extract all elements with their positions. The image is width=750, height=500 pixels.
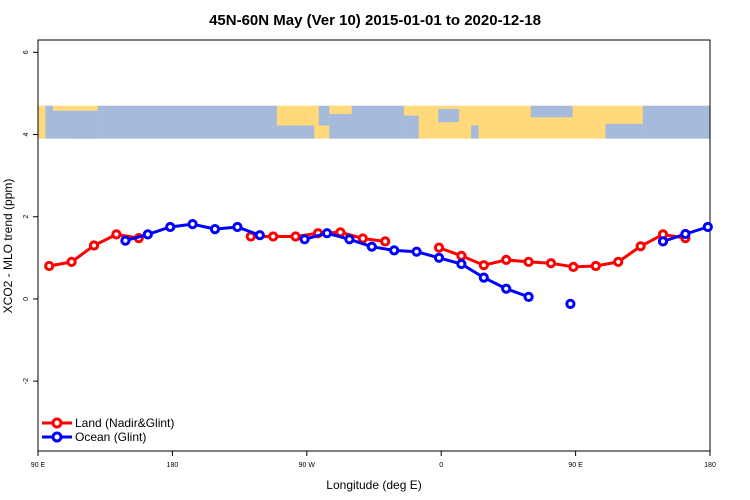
map-ocean-area — [605, 123, 643, 139]
legend-label-ocean: Ocean (Glint) — [75, 430, 146, 444]
data-point-land — [456, 250, 467, 261]
map-ocean-area — [45, 105, 53, 139]
data-point-land — [111, 229, 122, 240]
data-point-ocean — [478, 272, 489, 283]
data-point-ocean — [120, 235, 131, 246]
data-point-ocean — [680, 228, 691, 240]
x-tick-label: 90 E — [31, 462, 46, 469]
legend-marker-ocean — [51, 431, 63, 443]
y-axis-label: XCO2 - MLO trend (ppm) — [1, 179, 15, 314]
map-ocean-area — [471, 125, 479, 139]
legend-item-ocean: Ocean (Glint) — [42, 430, 146, 444]
data-point-ocean — [142, 229, 153, 240]
data-point-land — [590, 260, 601, 272]
data-point-land — [290, 231, 301, 242]
data-point-ocean — [232, 221, 243, 233]
legend: Land (Nadir&Glint) Ocean (Glint) — [42, 416, 174, 444]
map-ocean-area — [403, 115, 419, 139]
data-point-ocean — [702, 221, 713, 233]
data-point-land — [44, 260, 55, 272]
data-point-ocean — [254, 230, 265, 241]
series-line-land — [438, 232, 686, 269]
series-ocean — [120, 219, 713, 309]
series-line-ocean — [304, 231, 530, 299]
data-point-ocean — [165, 221, 176, 233]
map-ocean-area — [642, 105, 710, 139]
data-point-ocean — [565, 298, 576, 309]
map-ocean-area — [72, 123, 94, 139]
x-tick-label: 180 — [167, 462, 179, 469]
data-point-ocean — [456, 258, 467, 270]
data-point-land — [478, 260, 489, 271]
data-point-ocean — [411, 246, 422, 257]
legend-item-land: Land (Nadir&Glint) — [42, 416, 174, 430]
series-layer — [44, 219, 713, 309]
map-ocean-area — [530, 105, 573, 118]
data-point-ocean — [657, 236, 669, 247]
data-point-ocean — [299, 234, 310, 245]
chart-title: 45N-60N May (Ver 10) 2015-01-01 to 2020-… — [209, 12, 541, 29]
map-ocean-area — [438, 109, 460, 123]
data-point-land — [545, 258, 557, 269]
data-point-ocean — [344, 234, 355, 245]
x-tick-label: 0 — [439, 462, 443, 469]
data-point-land — [268, 231, 279, 242]
data-point-ocean — [523, 291, 534, 302]
data-point-ocean — [433, 252, 445, 263]
y-tick-label: 0 — [23, 297, 30, 301]
data-point-land — [613, 256, 624, 267]
map-ocean-area — [329, 113, 352, 139]
data-point-ocean — [366, 241, 377, 252]
x-tick-label: 90 W — [299, 462, 316, 469]
data-point-land — [380, 236, 391, 247]
data-point-ocean — [187, 219, 198, 230]
y-tick-label: 4 — [23, 132, 30, 136]
x-tick-label: 90 E — [568, 462, 583, 469]
legend-marker-land — [51, 417, 63, 429]
data-point-land — [88, 240, 100, 251]
plot-frame — [37, 39, 711, 452]
y-tick-label: 6 — [23, 50, 30, 54]
data-point-land — [66, 256, 77, 267]
map-ocean-area — [318, 105, 330, 126]
data-point-ocean — [501, 283, 512, 294]
data-point-land — [635, 241, 646, 252]
y-tick-label: -2 — [23, 378, 30, 384]
x-axis-label: Longitude (deg E) — [326, 478, 421, 492]
data-point-ocean — [389, 245, 400, 256]
data-point-land — [433, 242, 445, 253]
map-ocean-area — [276, 125, 315, 139]
data-point-land — [501, 254, 512, 265]
x-tick-label: 180 — [704, 462, 716, 469]
x-axis: 90 E 180 90 W 0 90 E 180 — [31, 451, 716, 469]
data-point-ocean — [209, 224, 221, 235]
data-point-land — [568, 261, 579, 272]
y-tick-label: 2 — [23, 215, 30, 219]
map-ocean-area — [351, 105, 404, 139]
legend-label-land: Land (Nadir&Glint) — [75, 416, 174, 430]
map-ocean-area — [97, 105, 277, 139]
data-point-ocean — [321, 228, 333, 239]
y-axis: -2 0 2 4 6 — [23, 50, 38, 384]
world-map-band — [38, 105, 710, 139]
data-point-land — [357, 233, 368, 244]
data-point-land — [523, 256, 534, 267]
